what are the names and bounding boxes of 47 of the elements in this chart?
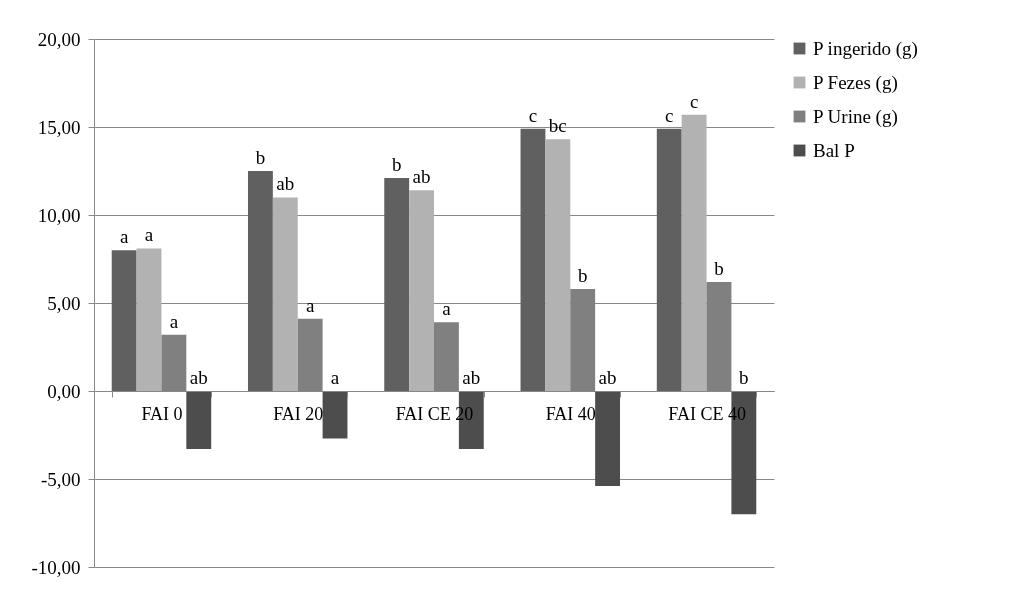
bar [545,139,571,391]
y-tick-label: 0,00 [47,380,81,402]
legend-label: P ingerido (g) [813,37,918,60]
y-tick-label: 10,00 [37,204,81,226]
bar [409,190,434,391]
annotation: b [391,154,402,176]
annotation: bc [548,115,567,137]
bar [247,171,273,391]
bar [322,391,348,439]
bar [186,391,212,450]
annotation: a [330,367,340,388]
annotation: b [577,264,588,286]
y-tick-label: -10,00 [31,556,81,578]
annotation: a [144,224,154,246]
bar [520,128,546,391]
legend-label: Bal P [813,139,855,161]
x-tick-label: FAI 20 [273,403,324,424]
bar [136,248,162,391]
annotation: a [169,310,179,332]
annotation: b [255,147,266,168]
annotation: b [739,367,749,388]
annotation: ab [462,367,481,388]
legend-label: P Urine (g) [813,105,898,128]
bar [656,128,682,391]
y-tick-label: -5,00 [40,468,81,490]
legend-label: P Fezes (g) [813,71,898,94]
annotation: c [689,90,699,112]
bar [272,197,298,391]
x-tick-label: FAI 40 [545,403,596,424]
bar [595,391,621,487]
bar [384,178,410,391]
annotation: a [442,298,452,320]
annotation: ab [276,173,295,195]
annotation: ab [189,367,208,388]
annotation: b [714,257,724,279]
y-tick-label: 15,00 [37,116,81,138]
bar [111,250,137,391]
annotation: ab [598,367,617,388]
annotation: a [119,226,129,248]
y-tick-label: 20,00 [37,28,81,50]
x-tick-label: FAI 0 [141,403,183,424]
annotation: ab [412,166,431,188]
bar [681,114,707,391]
annotation: a [305,294,315,316]
annotation: c [665,104,674,126]
annotation: c [528,104,538,126]
y-tick-label: 5,00 [47,292,81,314]
